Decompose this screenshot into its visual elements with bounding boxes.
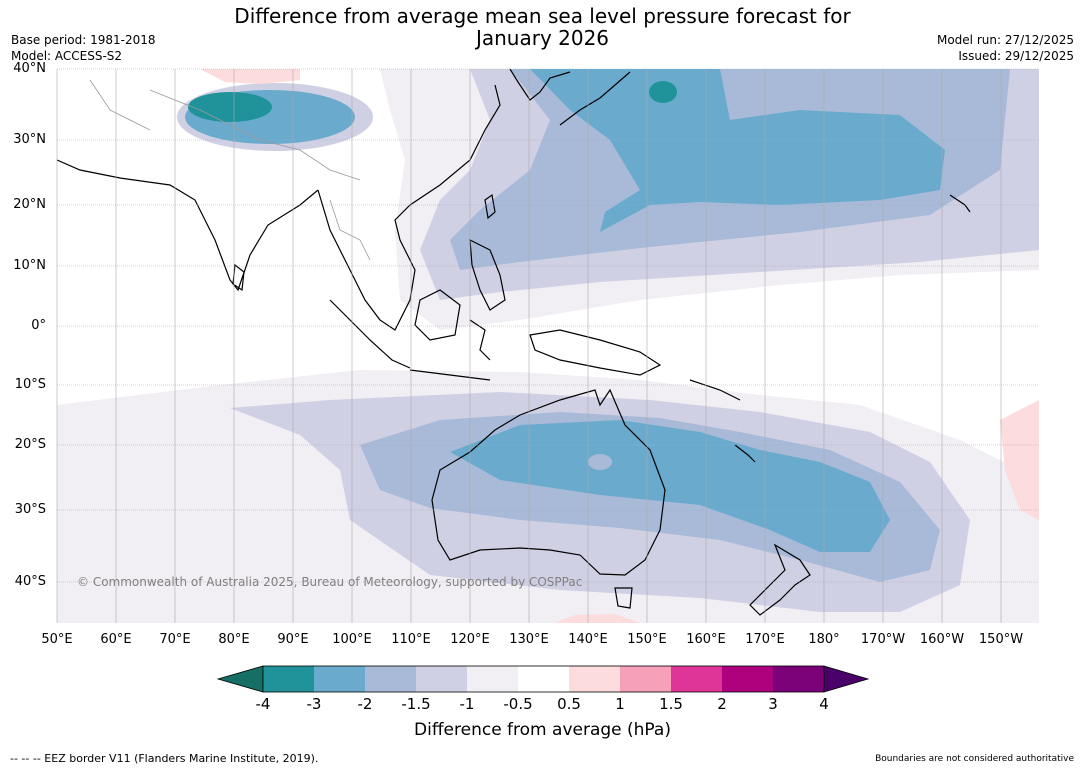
issued-date: Issued: 29/12/2025 — [958, 49, 1074, 63]
lon-label-50e: 50°E — [41, 632, 73, 647]
eez-border-credit: -- -- -- EEZ border V11 (Flanders Marine… — [10, 752, 319, 765]
colorbar-tick-minus3: -3 — [306, 695, 322, 713]
colorbar-tick-minus0-5: -0.5 — [503, 695, 533, 713]
coastline-india — [57, 159, 319, 292]
coastline-southeast-asia — [317, 84, 501, 331]
lon-label-110e: 110°E — [391, 632, 431, 647]
colorbar — [216, 665, 870, 693]
colorbar-extend-low — [216, 665, 264, 693]
coastline-japan — [559, 71, 631, 126]
coastline-philippines — [469, 238, 506, 311]
colorbar-frame — [262, 665, 825, 693]
lon-label-120e: 120°E — [450, 632, 490, 647]
map-title-line1: Difference from average mean sea level p… — [234, 4, 851, 28]
graticule — [56, 68, 1039, 623]
colorbar-extend-high — [823, 665, 870, 693]
anomaly-positive-east — [1000, 400, 1039, 520]
anomaly-positive-north — [200, 69, 300, 84]
lon-label-80e: 80°E — [218, 632, 250, 647]
coastline-sri-lanka — [232, 263, 245, 292]
colorbar-bin-minus1-minus0-5 — [467, 666, 518, 692]
country-borders — [89, 79, 371, 261]
lat-label-10s: 10°S — [14, 377, 46, 392]
anomaly-band-minus-2-north — [530, 69, 945, 232]
lon-label-100e: 100°E — [332, 632, 372, 647]
lon-label-170e: 170°E — [745, 632, 785, 647]
coastlines — [57, 69, 971, 616]
colorbar-tick-minus2: -2 — [357, 695, 373, 713]
coastline-tasmania — [614, 587, 633, 609]
lat-label-30n: 30°N — [13, 132, 46, 147]
lat-label-10n: 10°N — [13, 258, 46, 273]
coastline-sumatra — [329, 299, 411, 369]
colorbar-bin-minus2-minus1-5 — [365, 666, 416, 692]
colorbar-tick-4: 4 — [819, 695, 829, 713]
colorbar-title: Difference from average (hPa) — [414, 720, 671, 740]
lon-label-70e: 70°E — [159, 632, 191, 647]
colorbar-tick-minus1-5: -1.5 — [401, 695, 431, 713]
coastline-korea — [509, 69, 571, 101]
coastline-borneo — [414, 289, 461, 341]
coastline-sulawesi — [469, 319, 491, 361]
colorbar-tick-3: 3 — [768, 695, 778, 713]
colorbar-bin-1-1-5 — [620, 666, 671, 692]
boundary-disclaimer: Boundaries are not considered authoritat… — [875, 754, 1074, 764]
colorbar-bin-2-3 — [722, 666, 773, 692]
colorbar-tick-0-5: 0.5 — [557, 695, 581, 713]
colorbar-bin-minus0-5-0-5 — [518, 666, 569, 692]
anomaly-core-minus-3-north — [649, 81, 677, 103]
colorbar-bin-minus1-5-minus1 — [416, 666, 467, 692]
lon-label-150e: 150°E — [627, 632, 667, 647]
lat-label-20s: 20°S — [14, 437, 46, 452]
colorbar-tick-minus4: -4 — [255, 695, 271, 713]
colorbar-bin-minus4-minus3 — [263, 666, 314, 692]
lat-label-20n: 20°N — [13, 197, 46, 212]
metadata-left: Base period: 1981-2018 Model: ACCESS-S2 — [11, 32, 156, 64]
coastline-taiwan — [484, 193, 496, 220]
metadata-right: Model run: 27/12/2025 Issued: 29/12/2025 — [937, 32, 1074, 64]
colorbar-tick-2: 2 — [717, 695, 727, 713]
anomaly-positive-south — [555, 614, 640, 623]
lat-label-30s: 30°S — [14, 502, 46, 517]
lon-label-130e: 130°E — [509, 632, 549, 647]
lat-label-40n: 40°N — [13, 61, 46, 76]
coastline-solomon-islands — [689, 379, 741, 401]
colorbar-bin-1-5-2 — [671, 666, 722, 692]
copyright-notice: © Commonwealth of Australia 2025, Bureau… — [77, 575, 583, 589]
map-title: Difference from average mean sea level p… — [0, 5, 1085, 49]
lat-label-40s: 40°S — [14, 574, 46, 589]
model-name: Model: ACCESS-S2 — [11, 49, 123, 63]
anomaly-core-minus-3-tibet — [188, 92, 272, 122]
anomaly-hole-australia — [588, 454, 612, 470]
colorbar-bin-3-4 — [773, 666, 824, 692]
lat-label-0: 0° — [31, 318, 46, 333]
map-title-line2: January 2026 — [475, 26, 610, 50]
border-india-west — [89, 79, 151, 131]
coastline-new-caledonia — [734, 444, 756, 463]
colorbar-bin-minus3-minus2 — [314, 666, 365, 692]
base-period: Base period: 1981-2018 — [11, 33, 156, 47]
coastline-java — [409, 369, 491, 381]
lon-label-180: 180° — [808, 632, 840, 647]
coastline-new-guinea — [529, 329, 662, 376]
lon-label-170w: 170°W — [860, 632, 906, 647]
colorbar-tick-1-5: 1.5 — [659, 695, 683, 713]
lon-label-60e: 60°E — [100, 632, 132, 647]
colorbar-tick-minus1: -1 — [459, 695, 475, 713]
lon-label-140e: 140°E — [568, 632, 608, 647]
model-run: Model run: 27/12/2025 — [936, 33, 1074, 47]
border-indochina — [329, 199, 371, 261]
anomaly-band-minus-2-south — [450, 420, 890, 552]
coastline-new-zealand — [749, 543, 811, 616]
border-himalaya — [149, 89, 361, 181]
lon-label-160e: 160°E — [686, 632, 726, 647]
lon-label-150w: 150°W — [978, 632, 1024, 647]
lon-label-90e: 90°E — [277, 632, 309, 647]
colorbar-bin-0-5-1 — [569, 666, 620, 692]
lon-label-160w: 160°W — [919, 632, 965, 647]
colorbar-tick-1: 1 — [615, 695, 625, 713]
